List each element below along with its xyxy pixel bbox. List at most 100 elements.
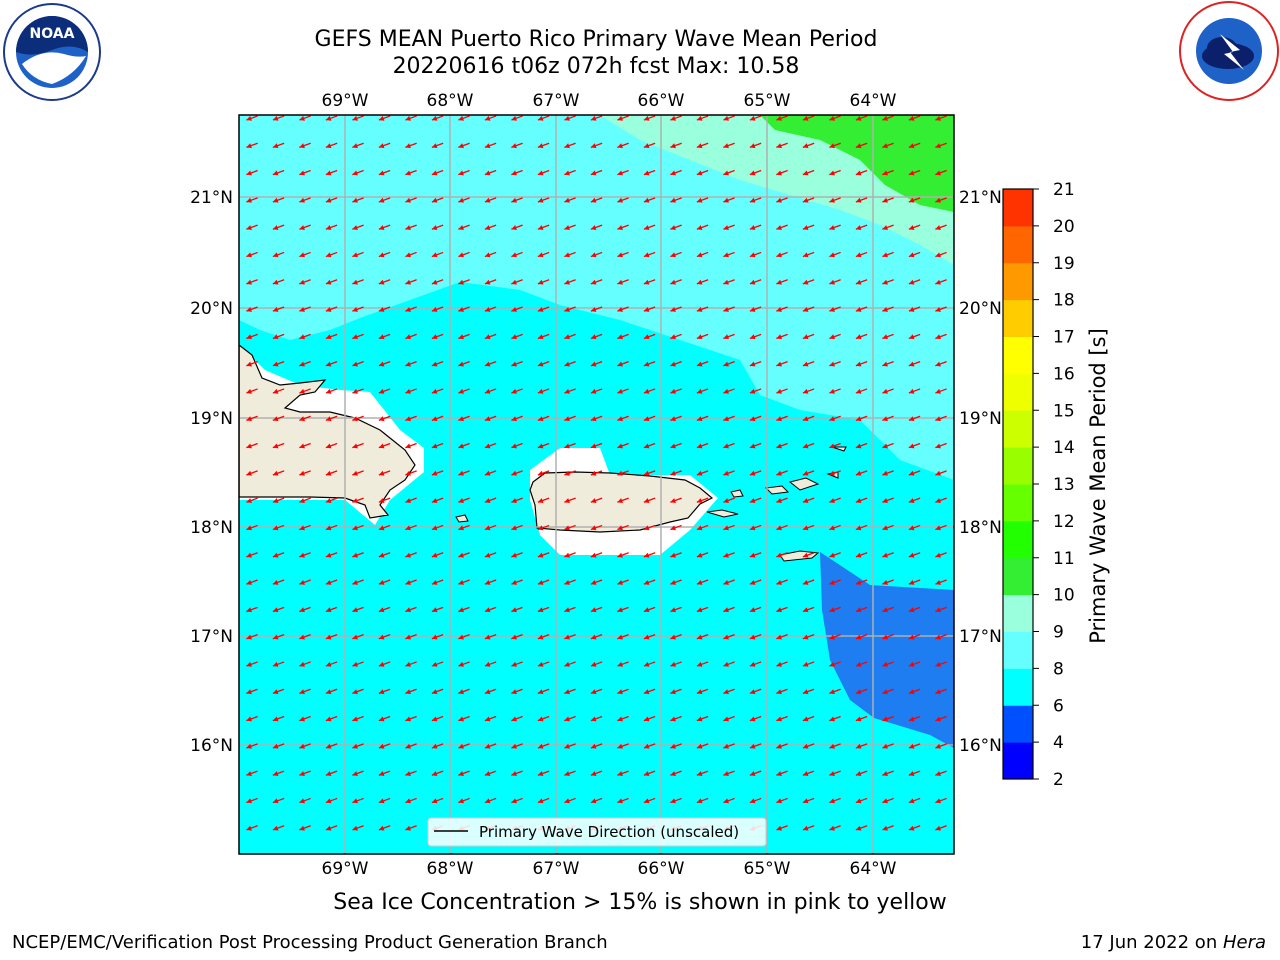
wave-arrow [802,361,815,367]
wave-arrow [643,442,656,449]
culebra-island [730,489,744,498]
wave-arrow [272,279,285,285]
wave-arrow [670,606,682,613]
wave-arrow [352,743,364,749]
wave-arrow [696,306,709,312]
wave-arrow [458,634,470,640]
wave-arrow [670,224,682,230]
wave-arrow [537,688,550,695]
wave-arrow [537,169,550,176]
wave-arrow [431,497,444,503]
wave-arrow [829,524,841,531]
wave-arrow [299,115,311,121]
wave-arrow [537,552,550,558]
lon-label-top: 65°W [744,91,791,111]
wave-arrow [352,606,364,613]
wave-arrow [935,279,947,285]
wave-arrow [723,688,735,695]
wave-arrow [908,770,921,776]
lon-label-bottom: 69°W [322,859,369,879]
wave-arrow [431,634,444,640]
wave-arrow [378,579,391,585]
wave-arrow [246,442,258,449]
wave-arrow [272,115,285,121]
wave-arrow [643,524,656,531]
wave-arrow [405,688,417,695]
wave-arrow [776,634,788,640]
lat-label-left: 16°N [190,736,233,756]
wave-arrow [431,715,444,722]
wave-arrow [908,361,921,367]
wave-arrow [537,470,550,476]
wave-arrow [855,306,868,312]
wave-arrow [299,442,311,449]
wave-arrow [564,606,576,613]
lat-label-left: 17°N [190,627,233,647]
wave-arrow [272,197,285,203]
wave-arrow [882,579,894,585]
wave-arrow [299,251,311,258]
wave-arrow [670,579,682,585]
wave-arrow [352,169,364,176]
wave-arrow [882,415,894,422]
wave-arrow [484,797,497,804]
wave-arrow [246,579,258,585]
wave-arrow [776,688,788,695]
st-thomas-island [764,485,790,495]
footer-host: Hera [1222,932,1266,953]
wave-arrow [564,279,576,285]
wave-arrow [352,579,364,585]
wave-arrow [537,142,550,149]
wave-arrow [670,197,682,203]
wave-arrow [696,497,709,503]
wave-arrow [643,251,656,258]
wave-arrow [299,415,311,422]
wave-arrow [776,661,788,667]
wave-arrow [882,524,894,531]
wave-arrow [908,552,921,558]
lon-label-top: 66°W [638,91,685,111]
wave-arrow [617,552,629,558]
wave-arrow [590,442,603,449]
tortola-island [788,477,820,491]
wave-arrow [352,306,364,312]
wave-arrow [325,579,338,585]
wave-arrow [723,306,735,312]
map-plot-area [239,115,954,854]
wave-arrow [617,470,629,476]
wave-arrow [511,388,523,394]
wave-arrow [325,333,338,340]
wave-arrow [908,333,921,340]
wave-arrow [484,306,497,312]
wave-arrow [935,688,947,695]
colorbar-tick-label: 13 [1053,475,1075,495]
wave-arrow [590,661,603,667]
wave-arrow [670,552,682,558]
wave-arrow [855,661,868,667]
wave-arrow [590,552,603,558]
wave-arrow [670,306,682,312]
wave-arrow [458,743,470,749]
wave-arrow [776,470,788,476]
wave-arrow [829,470,841,476]
wave-arrow [882,661,894,667]
wave-arrow [776,825,788,831]
wave-arrow [272,415,285,422]
wave-arrow [935,634,947,640]
wave-arrow [272,579,285,585]
wave-arrow [829,497,841,503]
wave-arrow [405,442,417,449]
wave-arrow [617,169,629,176]
wave-arrow [908,579,921,585]
wave-arrow [325,661,338,667]
wave-arrow [484,442,497,449]
wave-arrow [776,743,788,749]
wave-arrow [802,197,815,203]
wave-arrow [643,743,656,749]
wave-arrow [617,715,629,722]
wave-arrow [537,497,550,503]
wave-arrow [590,115,603,121]
wave-arrow [935,306,947,312]
sea-ice-caption: Sea Ice Concentration > 15% is shown in … [333,890,947,915]
wave-arrow [935,470,947,476]
